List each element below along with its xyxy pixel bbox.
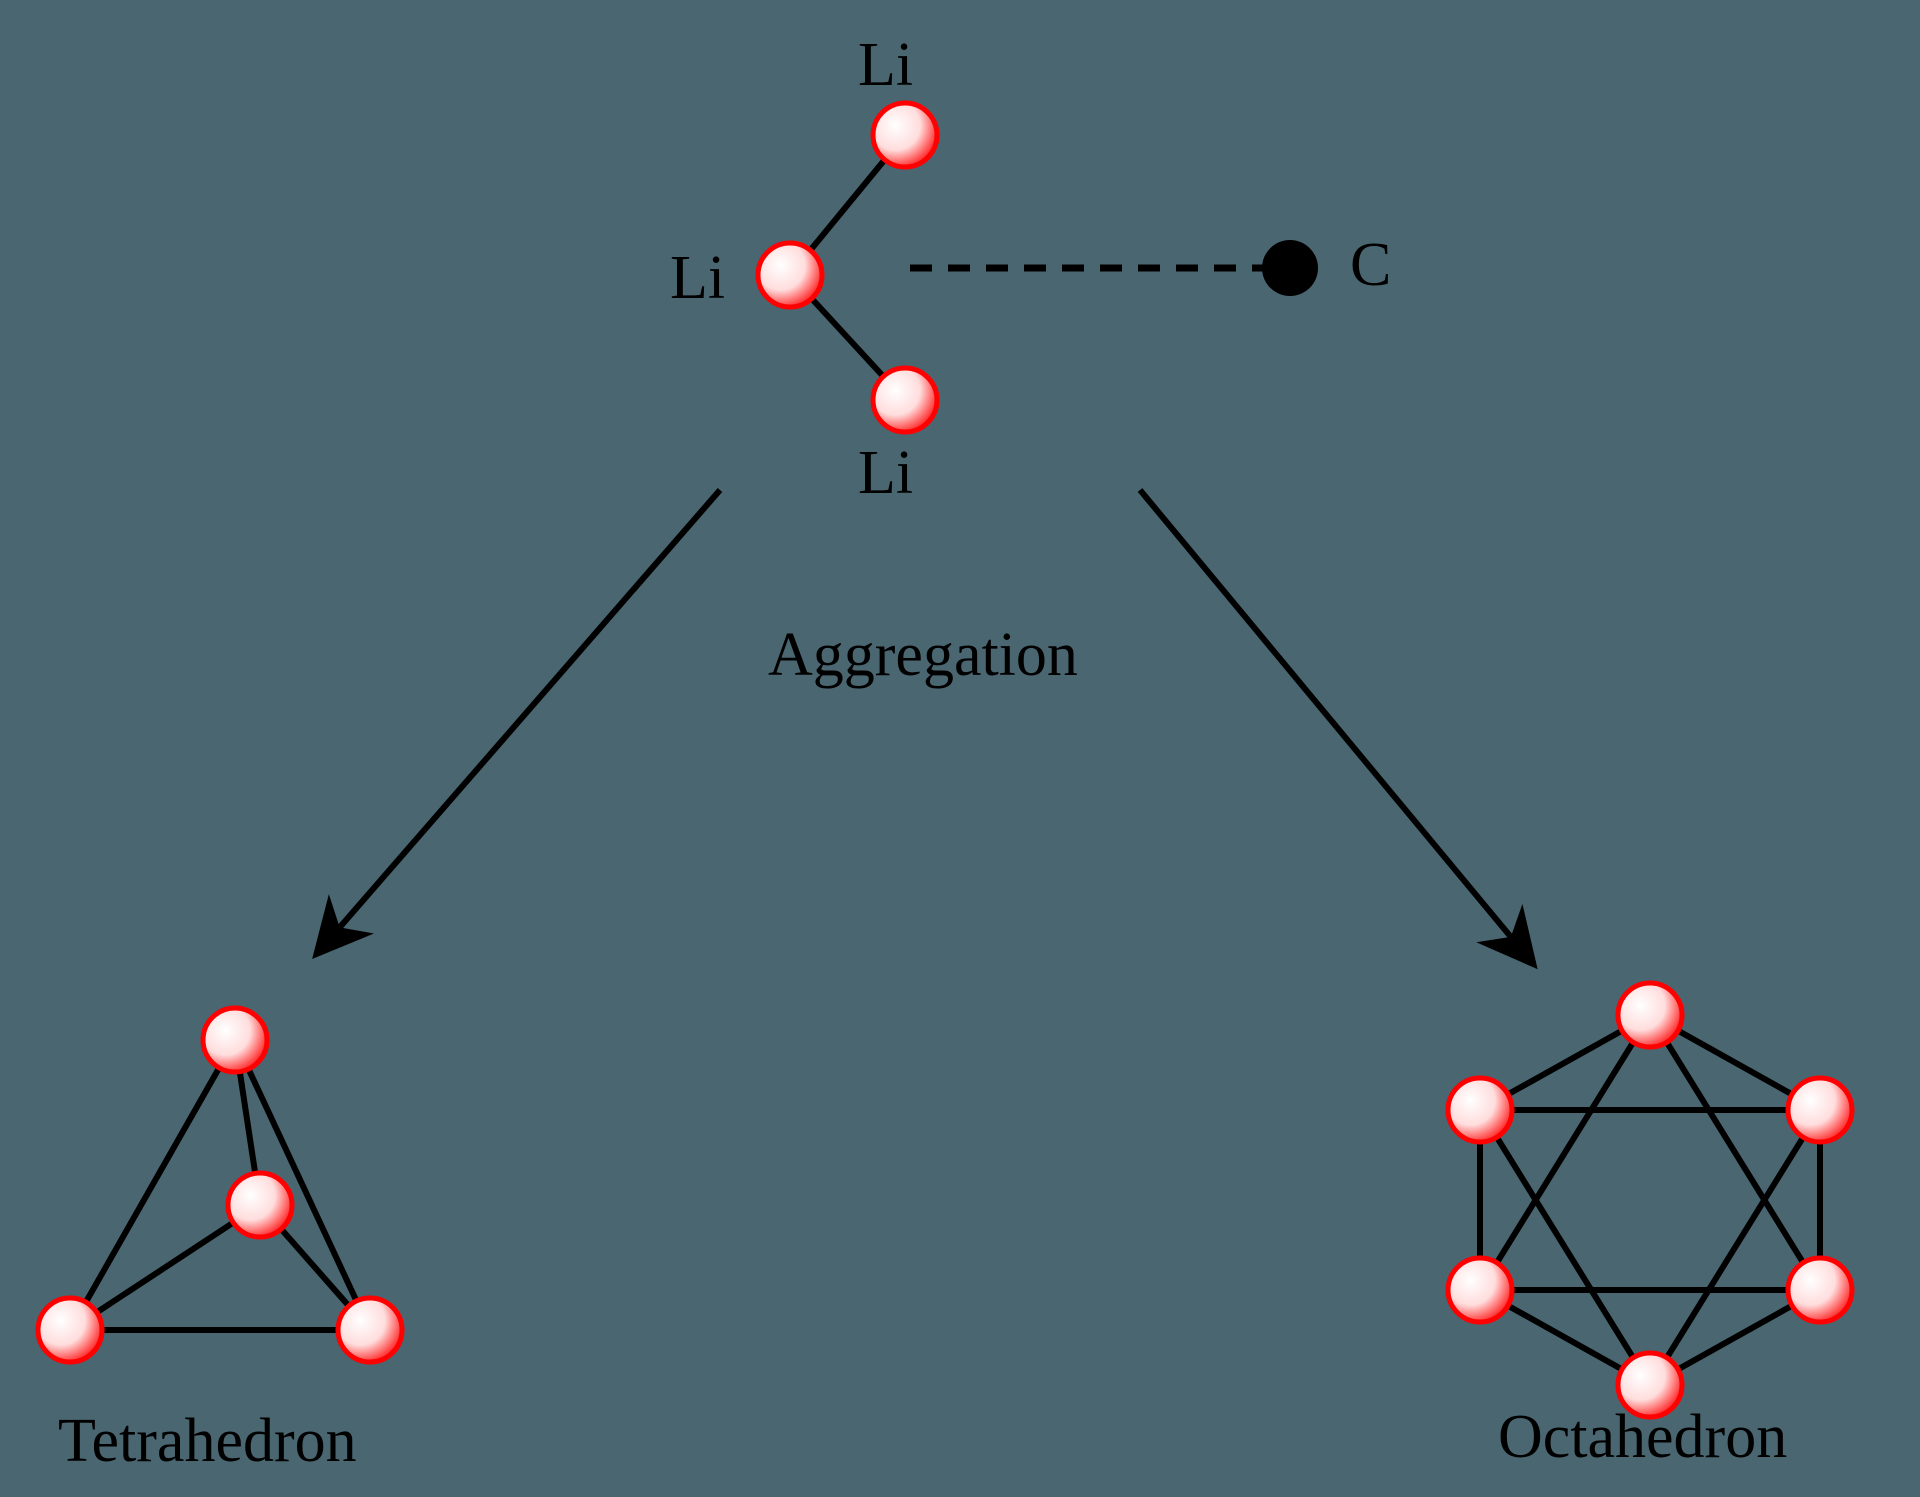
label-c: C <box>1350 230 1391 301</box>
tetra-vertex-2 <box>338 1298 402 1362</box>
tetra-vertex-1 <box>38 1298 102 1362</box>
li-atom-left <box>758 243 822 307</box>
octa-vertex-5 <box>1448 1078 1512 1142</box>
li-atom-bottom <box>873 368 937 432</box>
label-li_bottom: Li <box>858 438 913 509</box>
octa-vertex-2 <box>1788 1258 1852 1322</box>
label-li_left: Li <box>670 243 725 314</box>
label-tetra: Tetrahedron <box>58 1406 357 1477</box>
li-atom-top <box>873 103 937 167</box>
arrow-right <box>1140 490 1530 960</box>
tetra-vertex-0 <box>203 1008 267 1072</box>
octa-vertex-0 <box>1618 983 1682 1047</box>
tetra-edge <box>70 1040 235 1330</box>
octa-vertex-4 <box>1448 1258 1512 1322</box>
octa-vertex-1 <box>1788 1078 1852 1142</box>
label-octa: Octahedron <box>1498 1402 1787 1473</box>
tetra-vertex-3 <box>228 1173 292 1237</box>
label-aggregation: Aggregation <box>768 620 1078 691</box>
label-li_top: Li <box>858 30 913 101</box>
arrow-left <box>320 490 720 950</box>
diagram-canvas <box>0 0 1920 1497</box>
carbon-atom <box>1262 240 1318 296</box>
